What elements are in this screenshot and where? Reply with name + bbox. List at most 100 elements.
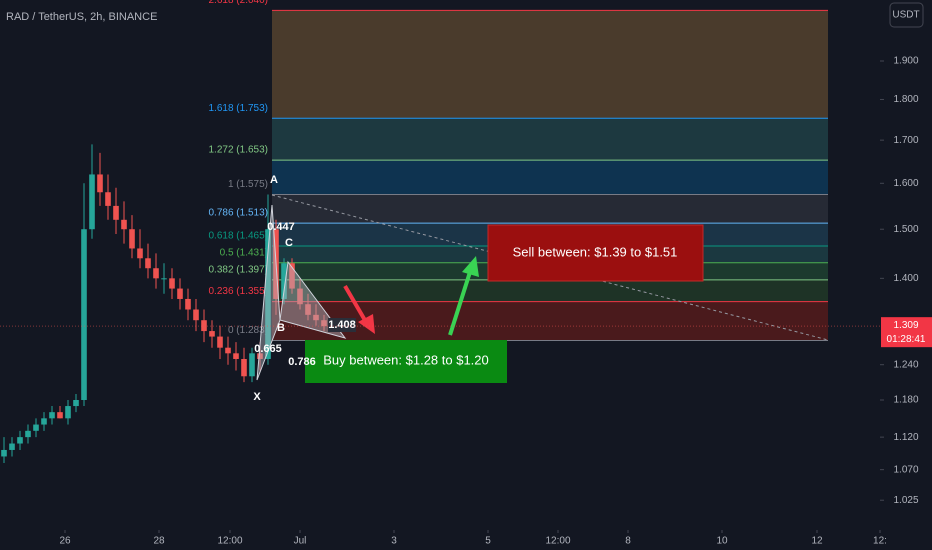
point-label: A: [270, 174, 278, 186]
x-tick-label: 12:: [873, 536, 887, 547]
fib-band: [272, 194, 828, 224]
candle-body: [41, 418, 47, 425]
x-tick-label: Jul: [294, 536, 307, 547]
candle-body: [225, 347, 231, 354]
sell-zone: [487, 224, 704, 282]
fib-label: 1 (1.575): [228, 179, 268, 190]
x-tick-label: 8: [625, 536, 631, 547]
candle-body: [57, 412, 63, 419]
fib-label: 0.236 (1.355): [209, 286, 269, 297]
fib-label: 0.618 (1.465): [209, 231, 269, 242]
fib-label: 0.5 (1.431): [220, 247, 268, 258]
candle-body: [217, 336, 223, 348]
chart-title: RAD / TetherUS, 2h, BINANCE: [6, 11, 157, 23]
point-label: C: [285, 237, 293, 249]
fib-retracement: 2.618 (2.040) 1.618 (1.753) 1.272 (1.653) 1…: [209, 0, 828, 341]
x-tick-label: 10: [716, 536, 728, 547]
candle-body: [137, 248, 143, 259]
x-tick-label: 12: [811, 536, 823, 547]
fib-band: [272, 10, 828, 119]
candle-body: [305, 304, 311, 315]
candle-body: [33, 424, 39, 431]
ratio-label: 0.786: [288, 356, 316, 368]
x-tick-label: 12:00: [217, 536, 242, 547]
y-tick-label: 1.600: [893, 178, 918, 189]
candle-body: [193, 309, 199, 321]
fib-band: [272, 118, 828, 161]
candle-body: [201, 320, 207, 332]
candle-body: [129, 229, 135, 249]
y-tick-label: 1.120: [893, 432, 918, 443]
y-tick-label: 1.240: [893, 359, 918, 370]
fib-band: [272, 160, 828, 195]
point-label: X: [253, 391, 261, 403]
sell-arrow: [343, 284, 375, 334]
point-label: B: [277, 322, 285, 334]
fib-label: 1.272 (1.653): [209, 145, 269, 156]
pattern-xab: [256, 204, 281, 381]
candle-body: [113, 205, 119, 220]
candle-body: [233, 353, 239, 359]
unit-button[interactable]: [889, 2, 924, 28]
candles: [1, 144, 327, 464]
fib-label: 0.786 (1.513): [209, 208, 269, 219]
fib-band: [272, 279, 828, 302]
candle-body: [209, 331, 215, 337]
candle-body: [185, 298, 191, 310]
candle-body: [169, 278, 175, 289]
y-tick-label: 1.800: [893, 94, 918, 105]
x-tick-label: 28: [153, 536, 165, 547]
y-tick-label: 1.070: [893, 464, 918, 475]
ratio-label: 0.665: [254, 343, 282, 355]
y-tick-label: 1.900: [893, 56, 918, 67]
x-tick-label: 12:00: [545, 536, 570, 547]
buy-arrow: [448, 256, 479, 336]
candle-body: [265, 229, 271, 359]
candle-body: [81, 229, 87, 401]
y-tick-label: 1.180: [893, 395, 918, 406]
x-tick-label: 5: [485, 536, 491, 547]
fib-label: 1.618 (1.753): [209, 103, 269, 114]
candle-body: [281, 263, 287, 299]
y-tick-label: 1.700: [893, 135, 918, 146]
candle-body: [161, 278, 167, 280]
candle-body: [105, 192, 111, 206]
x-tick-label: 3: [391, 536, 397, 547]
candle-body: [17, 437, 23, 444]
fib-label: 2.618 (2.040): [209, 0, 269, 6]
candle-body: [121, 219, 127, 230]
unit-label: USDT: [892, 10, 919, 21]
candle-body: [65, 406, 71, 419]
candle-body: [257, 353, 263, 359]
buy-label: Buy between: $1.28 to $1.20: [323, 352, 489, 367]
price-axis: [880, 0, 932, 530]
time-axis: [0, 530, 932, 550]
candle-body: [153, 268, 159, 279]
ratio-box: [328, 318, 356, 332]
candle-body: [97, 174, 103, 193]
x-tick-label: 26: [59, 536, 71, 547]
candle-body: [73, 400, 79, 407]
candle-body: [289, 263, 295, 289]
candle-body: [313, 314, 319, 321]
fib-label: 0.382 (1.397): [209, 264, 269, 275]
countdown-label: 01:28:41: [887, 334, 926, 345]
sell-label: Sell between: $1.39 to $1.51: [513, 244, 678, 259]
candle-body: [321, 320, 327, 327]
candle-body: [177, 288, 183, 299]
candle-body: [249, 353, 255, 377]
candle-body: [9, 443, 15, 450]
last-price-box: [881, 317, 932, 348]
fib-label: 0 (1.283): [228, 325, 268, 336]
ratio-label: 1.408: [328, 319, 356, 331]
candle-body: [297, 288, 303, 305]
last-price-label: 1.309: [893, 320, 918, 331]
y-tick-label: 1.025: [893, 495, 918, 506]
y-tick-label: 1.400: [893, 273, 918, 284]
candle-body: [241, 358, 247, 377]
candle-body: [89, 174, 95, 230]
candle-body: [1, 449, 7, 457]
candle-body: [25, 430, 31, 438]
candle-body: [145, 258, 151, 269]
